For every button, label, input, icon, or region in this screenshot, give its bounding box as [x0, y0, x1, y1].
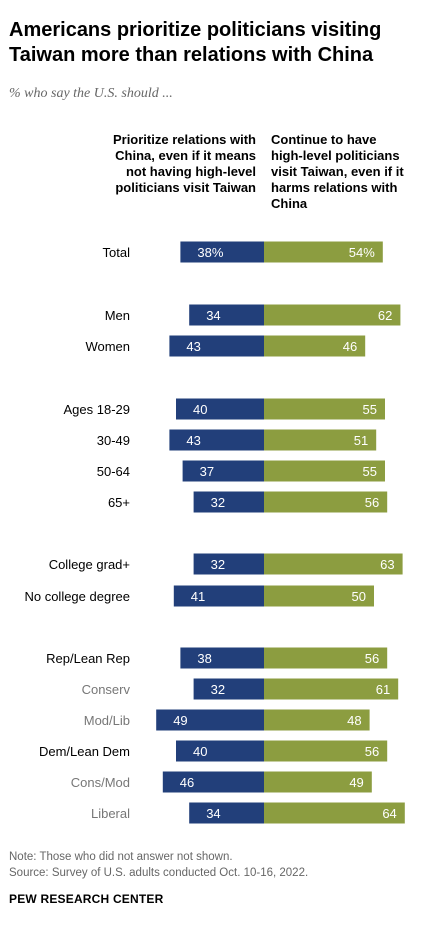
value-label-right: 56: [365, 744, 379, 759]
bar-left: [173, 585, 264, 607]
value-label-right: 56: [365, 495, 379, 510]
category-label: Ages 18-29: [64, 402, 131, 417]
chart-title: Americans prioritize politicians visitin…: [9, 19, 382, 66]
bar-left: [193, 491, 264, 513]
category-label: 50-64: [97, 464, 130, 479]
value-label-left: 37: [200, 464, 214, 479]
bar-left: [189, 802, 264, 824]
category-label: 65+: [108, 495, 130, 510]
bar-left: [162, 771, 264, 793]
category-label: Dem/Lean Dem: [39, 744, 130, 759]
bar-right: [264, 585, 374, 607]
category-label: No college degree: [24, 589, 130, 604]
category-label: Men: [105, 308, 130, 323]
value-label-left: 41: [191, 589, 205, 604]
category-label: Rep/Lean Rep: [46, 651, 130, 666]
value-label-right: 55: [363, 464, 377, 479]
bar-left: [156, 709, 264, 731]
bar-left: [180, 241, 264, 263]
value-label-left: 43: [186, 433, 200, 448]
value-label-right: 56: [365, 651, 379, 666]
bar-right: [264, 771, 372, 793]
value-label-left: 32: [211, 495, 225, 510]
bar-left: [182, 460, 264, 482]
category-label: Mod/Lib: [84, 713, 130, 728]
bar-right: [264, 460, 385, 482]
bar-right: [264, 241, 383, 263]
value-label-right: 54%: [349, 245, 375, 260]
value-label-left: 34: [206, 806, 220, 821]
bar-left: [176, 740, 264, 762]
bar-right: [264, 647, 388, 669]
bar-right: [264, 429, 377, 451]
value-label-left: 38%: [197, 245, 223, 260]
value-label-right: 62: [378, 308, 392, 323]
bar-left: [193, 678, 264, 700]
category-label: Total: [103, 245, 131, 260]
bar-left: [180, 647, 264, 669]
value-label-left: 34: [206, 308, 220, 323]
value-label-right: 64: [382, 806, 396, 821]
category-label: Liberal: [91, 806, 130, 821]
bar-right: [264, 304, 401, 326]
chart-note: Note: Those who did not answer not shown…: [9, 851, 233, 863]
category-label: 30-49: [97, 433, 130, 448]
value-label-right: 46: [343, 339, 357, 354]
bar-right: [264, 491, 388, 513]
value-label-right: 49: [349, 775, 363, 790]
value-label-right: 50: [352, 589, 366, 604]
bar-right: [264, 709, 370, 731]
brand-logo-text: PEW RESEARCH CENTER: [9, 892, 164, 906]
category-label: Women: [85, 339, 130, 354]
chart-subtitle: % who say the U.S. should ...: [9, 86, 173, 101]
bar-right: [264, 553, 403, 575]
bar-right: [264, 740, 388, 762]
value-label-left: 32: [211, 557, 225, 572]
value-label-left: 46: [180, 775, 194, 790]
bar-left: [176, 398, 264, 420]
bar-left: [189, 304, 264, 326]
value-label-left: 40: [193, 744, 207, 759]
bar-left: [169, 429, 264, 451]
bar-right: [264, 335, 366, 357]
bar-left: [193, 553, 264, 575]
value-label-left: 38: [197, 651, 211, 666]
value-label-right: 48: [347, 713, 361, 728]
bar-right: [264, 678, 399, 700]
legend-left-header: Prioritize relations with China, even if…: [112, 132, 256, 195]
category-label: Conserv: [82, 682, 131, 697]
category-label: Cons/Mod: [71, 775, 130, 790]
value-label-right: 61: [376, 682, 390, 697]
value-label-right: 55: [363, 402, 377, 417]
value-label-right: 51: [354, 433, 368, 448]
value-label-left: 40: [193, 402, 207, 417]
value-label-left: 49: [173, 713, 187, 728]
chart-source: Source: Survey of U.S. adults conducted …: [9, 867, 309, 879]
bar-left: [169, 335, 264, 357]
value-label-right: 63: [380, 557, 394, 572]
value-label-left: 32: [211, 682, 225, 697]
legend-right-header: Continue to have high-level politicians …: [271, 132, 404, 211]
value-label-left: 43: [186, 339, 200, 354]
bar-right: [264, 802, 405, 824]
category-label: College grad+: [49, 557, 130, 572]
bar-right: [264, 398, 385, 420]
